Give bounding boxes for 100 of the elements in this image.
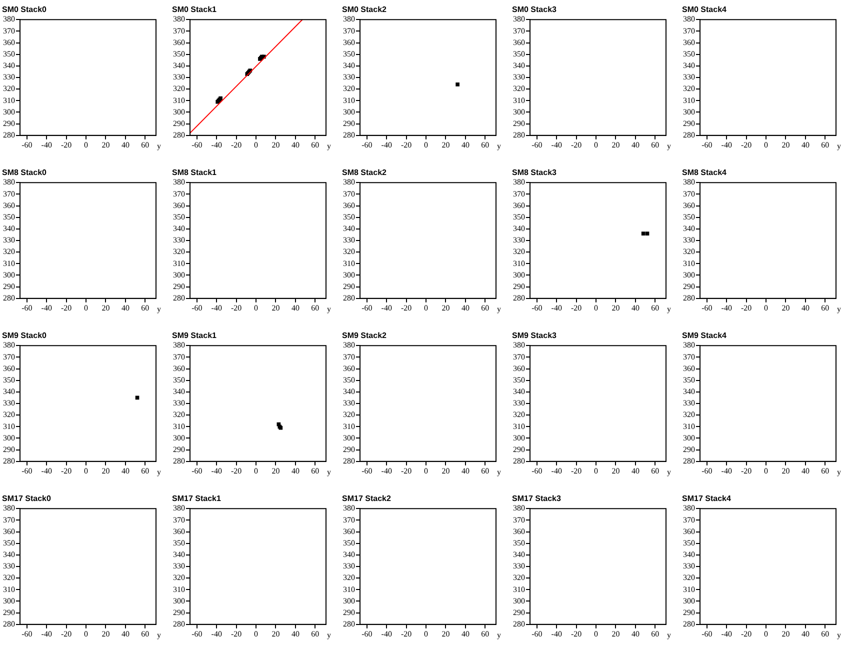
x-tick-label: 40 — [461, 629, 470, 638]
x-tick-label: -40 — [211, 140, 222, 150]
y-tick-label: 380 — [683, 340, 695, 350]
y-tick-label: 380 — [3, 504, 15, 513]
y-tick-label: 320 — [683, 247, 695, 256]
y-tick-label: 320 — [3, 573, 15, 582]
x-tick-label: 20 — [272, 303, 280, 312]
y-tick-label: 300 — [173, 107, 185, 116]
x-tick-label: -20 — [230, 303, 242, 312]
y-tick-label: 330 — [513, 236, 525, 245]
y-tick-label: 310 — [343, 584, 355, 594]
y-tick-label: 380 — [173, 14, 185, 24]
x-tick-label: 20 — [272, 466, 280, 476]
y-tick-label: 340 — [513, 61, 525, 70]
y-tick-label: 380 — [683, 14, 695, 24]
y-tick-label: 290 — [343, 444, 355, 454]
x-tick-label: 20 — [782, 303, 790, 312]
x-tick-label: 0 — [424, 466, 428, 476]
x-tick-label: 40 — [801, 629, 810, 638]
y-tick-label: 330 — [343, 236, 355, 245]
y-tick-label: 370 — [343, 515, 355, 524]
x-tick-label: 60 — [311, 303, 320, 312]
x-tick-label: 60 — [651, 140, 660, 150]
x-tick-label: 20 — [102, 466, 110, 476]
y-tick-label: 380 — [513, 14, 525, 24]
y-tick-label: 330 — [173, 562, 185, 571]
x-tick-label: 20 — [442, 466, 450, 476]
y-tick-label: 340 — [173, 61, 185, 70]
y-tick-label: 290 — [343, 608, 355, 617]
y-tick-label: 310 — [683, 258, 695, 268]
y-tick-label: 280 — [173, 456, 185, 466]
x-tick-label: 60 — [141, 629, 150, 638]
y-tick-label: 330 — [173, 72, 185, 82]
y-tick-label: 350 — [343, 538, 355, 548]
x-tick-label: -60 — [22, 466, 32, 476]
x-tick-label: 0 — [594, 140, 598, 150]
chart-title: SM17 Stack3 — [512, 494, 562, 504]
y-tick-label: 310 — [3, 584, 15, 594]
y-tick-label: 320 — [513, 573, 525, 582]
y-tick-label: 310 — [683, 422, 695, 431]
y-tick-label: 330 — [3, 72, 15, 82]
y-tick-label: 280 — [3, 456, 15, 466]
chart-title: SM0 Stack4 — [682, 5, 728, 14]
y-tick-label: 330 — [513, 398, 525, 408]
x-tick-label: -60 — [532, 629, 542, 638]
x-tick-label: 0 — [254, 303, 258, 312]
y-tick-label: 350 — [683, 538, 695, 548]
y-tick-label: 350 — [173, 375, 185, 384]
x-tick-label: -20 — [400, 466, 412, 476]
y-tick-label: 310 — [173, 258, 185, 268]
y-tick-label: 360 — [343, 526, 355, 536]
y-tick-label: 350 — [3, 375, 15, 384]
y-tick-label: 320 — [343, 84, 355, 94]
y-tick-label: 330 — [683, 562, 695, 571]
x-tick-label: 40 — [291, 303, 300, 312]
x-tick-label: -20 — [740, 303, 752, 312]
x-tick-label: -40 — [41, 303, 52, 312]
y-tick-label: 340 — [683, 387, 695, 396]
y-tick-label: 370 — [173, 515, 185, 524]
y-tick-label: 280 — [513, 619, 525, 628]
y-tick-label: 300 — [683, 433, 695, 442]
y-tick-label: 300 — [343, 107, 355, 116]
x-tick-label: -60 — [362, 303, 372, 312]
y-tick-label: 330 — [343, 72, 355, 82]
y-tick-label: 310 — [683, 584, 695, 594]
x-tick-label: -40 — [381, 140, 392, 150]
x-tick-label: 40 — [121, 140, 130, 150]
y-tick-label: 330 — [343, 562, 355, 571]
x-tick-label: -40 — [381, 303, 392, 312]
y-tick-label: 370 — [3, 26, 15, 36]
x-tick-label: 40 — [631, 466, 640, 476]
x-tick-label: 20 — [442, 303, 450, 312]
y-tick-label: 320 — [513, 84, 525, 94]
x-tick-label: 40 — [631, 629, 640, 638]
chart-title: SM17 Stack2 — [342, 494, 392, 504]
y-tick-label: 350 — [173, 49, 185, 58]
x-tick-label: 40 — [801, 466, 810, 476]
y-tick-label: 280 — [343, 130, 355, 140]
chart-title: SM8 Stack3 — [512, 168, 558, 178]
y-tick-label: 300 — [683, 107, 695, 116]
y-tick-label: 330 — [3, 236, 15, 245]
x-tick-label: 60 — [651, 303, 660, 312]
y-tick-label: 290 — [173, 444, 185, 454]
x-tick-label: 40 — [461, 466, 470, 476]
x-axis-title: y — [497, 630, 501, 640]
y-tick-label: 350 — [3, 49, 15, 58]
x-tick-label: -20 — [740, 140, 752, 150]
y-tick-label: 380 — [513, 178, 525, 187]
x-tick-label: -20 — [570, 466, 582, 476]
y-tick-label: 280 — [173, 619, 185, 628]
y-tick-label: 370 — [343, 352, 355, 362]
chart-title: SM0 Stack1 — [172, 5, 218, 14]
y-tick-label: 330 — [173, 398, 185, 408]
y-tick-label: 280 — [683, 619, 695, 628]
x-tick-label: -60 — [702, 629, 712, 638]
x-tick-label: 0 — [764, 466, 768, 476]
y-tick-label: 380 — [513, 340, 525, 350]
x-tick-label: -20 — [400, 629, 412, 638]
y-tick-label: 290 — [513, 282, 525, 291]
y-tick-label: 360 — [683, 38, 695, 47]
